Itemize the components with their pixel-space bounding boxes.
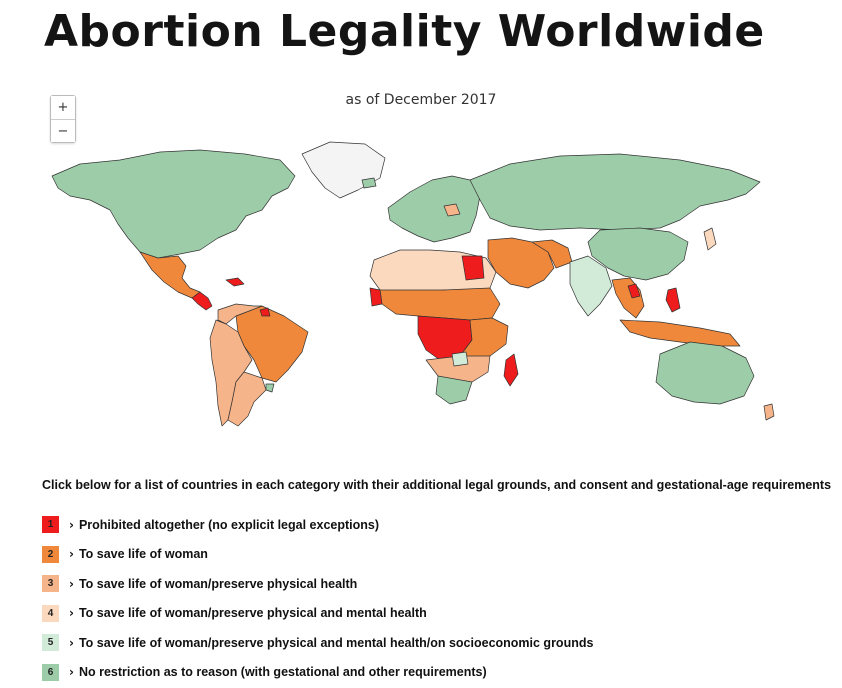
region-middle-east[interactable] bbox=[487, 237, 555, 289]
legend-item-4[interactable]: 4 › To save life of woman/preserve physica… bbox=[42, 599, 593, 629]
legend-swatch: 2 bbox=[42, 545, 59, 563]
legend: 1 › Prohibited altogether (no explicit leg… bbox=[42, 510, 593, 687]
region-southeast-asia[interactable] bbox=[611, 277, 645, 319]
legend-item-2[interactable]: 2 › To save life of woman bbox=[42, 540, 593, 570]
region-russia[interactable] bbox=[469, 153, 761, 231]
chevron-right-icon: › bbox=[69, 547, 74, 562]
region-india[interactable] bbox=[569, 255, 613, 317]
zoom-out-button[interactable]: − bbox=[51, 119, 75, 142]
region-poland[interactable] bbox=[443, 203, 461, 217]
map-subtitle: as of December 2017 bbox=[345, 92, 497, 108]
region-suriname[interactable] bbox=[259, 307, 271, 317]
region-central-america[interactable] bbox=[191, 291, 213, 311]
region-south-africa[interactable] bbox=[435, 375, 473, 405]
legend-swatch: 4 bbox=[42, 604, 59, 622]
legend-instruction: Click below for a list of countries in e… bbox=[42, 478, 832, 492]
region-sahel[interactable] bbox=[379, 287, 501, 321]
region-madagascar[interactable] bbox=[503, 353, 519, 387]
legend-item-1[interactable]: 1 › Prohibited altogether (no explicit leg… bbox=[42, 510, 593, 540]
region-china[interactable] bbox=[587, 227, 689, 281]
region-new-zealand[interactable] bbox=[763, 403, 775, 421]
legend-swatch: 1 bbox=[42, 516, 59, 534]
region-mexico[interactable] bbox=[139, 251, 201, 299]
region-philippines[interactable] bbox=[665, 287, 681, 313]
legend-item-3[interactable]: 3 › To save life of woman/preserve physica… bbox=[42, 569, 593, 599]
chevron-right-icon: › bbox=[69, 576, 74, 591]
chevron-right-icon: › bbox=[69, 665, 74, 680]
legend-label: To save life of woman/preserve physical … bbox=[78, 576, 358, 591]
zoom-control: + − bbox=[50, 95, 76, 143]
region-west-africa-coast[interactable] bbox=[369, 287, 383, 307]
chevron-right-icon: › bbox=[69, 606, 74, 621]
region-greenland[interactable] bbox=[301, 141, 386, 199]
region-north-america[interactable] bbox=[51, 149, 296, 259]
legend-swatch: 5 bbox=[42, 634, 59, 652]
region-indonesia[interactable] bbox=[619, 319, 741, 347]
chevron-right-icon: › bbox=[69, 635, 74, 650]
zoom-in-button[interactable]: + bbox=[51, 96, 75, 119]
region-egypt[interactable] bbox=[461, 255, 485, 281]
region-uruguay[interactable] bbox=[265, 383, 275, 393]
world-map[interactable] bbox=[40, 120, 800, 440]
region-brazil[interactable] bbox=[235, 305, 309, 383]
legend-label: To save life of woman/preserve physical … bbox=[78, 606, 427, 621]
legend-item-6[interactable]: 6 › No restriction as to reason (with gest… bbox=[42, 658, 593, 688]
legend-swatch: 3 bbox=[42, 575, 59, 593]
region-japan[interactable] bbox=[703, 227, 717, 251]
region-caribbean[interactable] bbox=[225, 277, 245, 287]
legend-label: To save life of woman/preserve physical … bbox=[78, 635, 594, 650]
region-iceland[interactable] bbox=[361, 177, 377, 189]
region-south-america-north[interactable] bbox=[217, 303, 263, 325]
legend-label: No restriction as to reason (with gestat… bbox=[78, 665, 487, 680]
page-title: Abortion Legality Worldwide bbox=[44, 6, 765, 57]
legend-label: Prohibited altogether (no explicit legal… bbox=[78, 517, 380, 532]
region-argentina[interactable] bbox=[227, 371, 267, 427]
region-europe[interactable] bbox=[387, 175, 481, 243]
legend-label: To save life of woman bbox=[78, 547, 208, 562]
region-laos[interactable] bbox=[627, 283, 641, 299]
region-australia[interactable] bbox=[655, 341, 755, 405]
legend-item-5[interactable]: 5 › To save life of woman/preserve physica… bbox=[42, 628, 593, 658]
legend-swatch: 6 bbox=[42, 663, 59, 681]
region-zambia[interactable] bbox=[451, 351, 469, 367]
chevron-right-icon: › bbox=[69, 517, 74, 532]
